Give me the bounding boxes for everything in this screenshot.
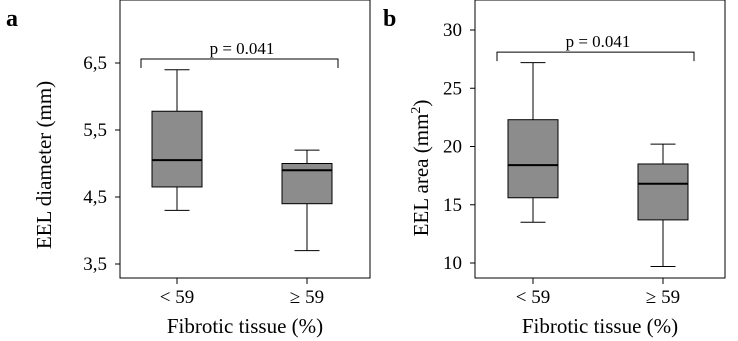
iqr-box [507, 119, 559, 199]
y-tick-label: 10 [443, 253, 462, 274]
panel-b-boxes [507, 62, 689, 267]
panel-b-x-axis-title: Fibrotic tissue (%) [522, 314, 678, 338]
panel-a-y-ticks: 3,5 4,5 5,5 6,5 [83, 53, 120, 275]
box-ge59 [637, 143, 689, 267]
panel-b-p-value: p = 0.041 [566, 32, 631, 51]
iqr-box [637, 163, 689, 221]
x-tick-label: ≥ 59 [290, 287, 324, 308]
panel-b-bracket [496, 51, 695, 62]
y-tick-label: 6,5 [83, 53, 107, 74]
panel-a-y-axis-title: EEL diameter (mm) [32, 81, 56, 249]
panel-a-bracket [140, 58, 339, 68]
panel-a-x-ticks: < 59 ≥ 59 [160, 278, 324, 308]
box-ge59 [281, 149, 333, 252]
panel-b-y-axis-title-suffix: ) [409, 100, 433, 107]
panel-a-significance: p = 0.041 [140, 39, 339, 68]
panel-b: b 10 15 20 25 30 p = 0.041 < 59 ≥ 59 Fibrotic… [383, 0, 726, 338]
panel-a-letter: a [6, 6, 18, 32]
panel-a-x-axis-title: Fibrotic tissue (%) [167, 314, 323, 338]
panel-a-p-value: p = 0.041 [210, 39, 275, 58]
panel-a-plot-frame [119, 0, 371, 279]
panel-b-plot-frame [474, 0, 726, 279]
y-tick-label: 30 [443, 20, 462, 41]
panel-b-y-axis-title-main: EEL area (mm [409, 114, 433, 237]
x-tick-label: < 59 [516, 287, 550, 308]
y-tick-label: 15 [443, 195, 462, 216]
box-lt59 [507, 62, 559, 223]
x-tick-label: < 59 [160, 287, 194, 308]
y-tick-label: 25 [443, 78, 462, 99]
iqr-box [151, 110, 203, 188]
panel-a: a 3,5 4,5 5,5 6,5 p = 0.041 < 59 ≥ 59 Fibrot… [6, 0, 371, 338]
panel-b-letter: b [383, 6, 396, 32]
y-tick-label: 4,5 [83, 187, 107, 208]
panel-a-boxes [151, 69, 333, 252]
panel-b-y-ticks: 10 15 20 25 30 [443, 20, 475, 274]
panel-b-x-ticks: < 59 ≥ 59 [516, 278, 680, 308]
x-tick-label: ≥ 59 [646, 287, 680, 308]
y-tick-label: 3,5 [83, 254, 107, 275]
panel-b-significance: p = 0.041 [496, 32, 695, 62]
box-lt59 [151, 69, 203, 211]
y-tick-label: 5,5 [83, 120, 107, 141]
y-tick-label: 20 [443, 137, 462, 158]
panel-b-y-axis-title-superscript: 2 [409, 107, 424, 114]
panel-b-y-axis-title: EEL area (mm2) [409, 100, 433, 237]
